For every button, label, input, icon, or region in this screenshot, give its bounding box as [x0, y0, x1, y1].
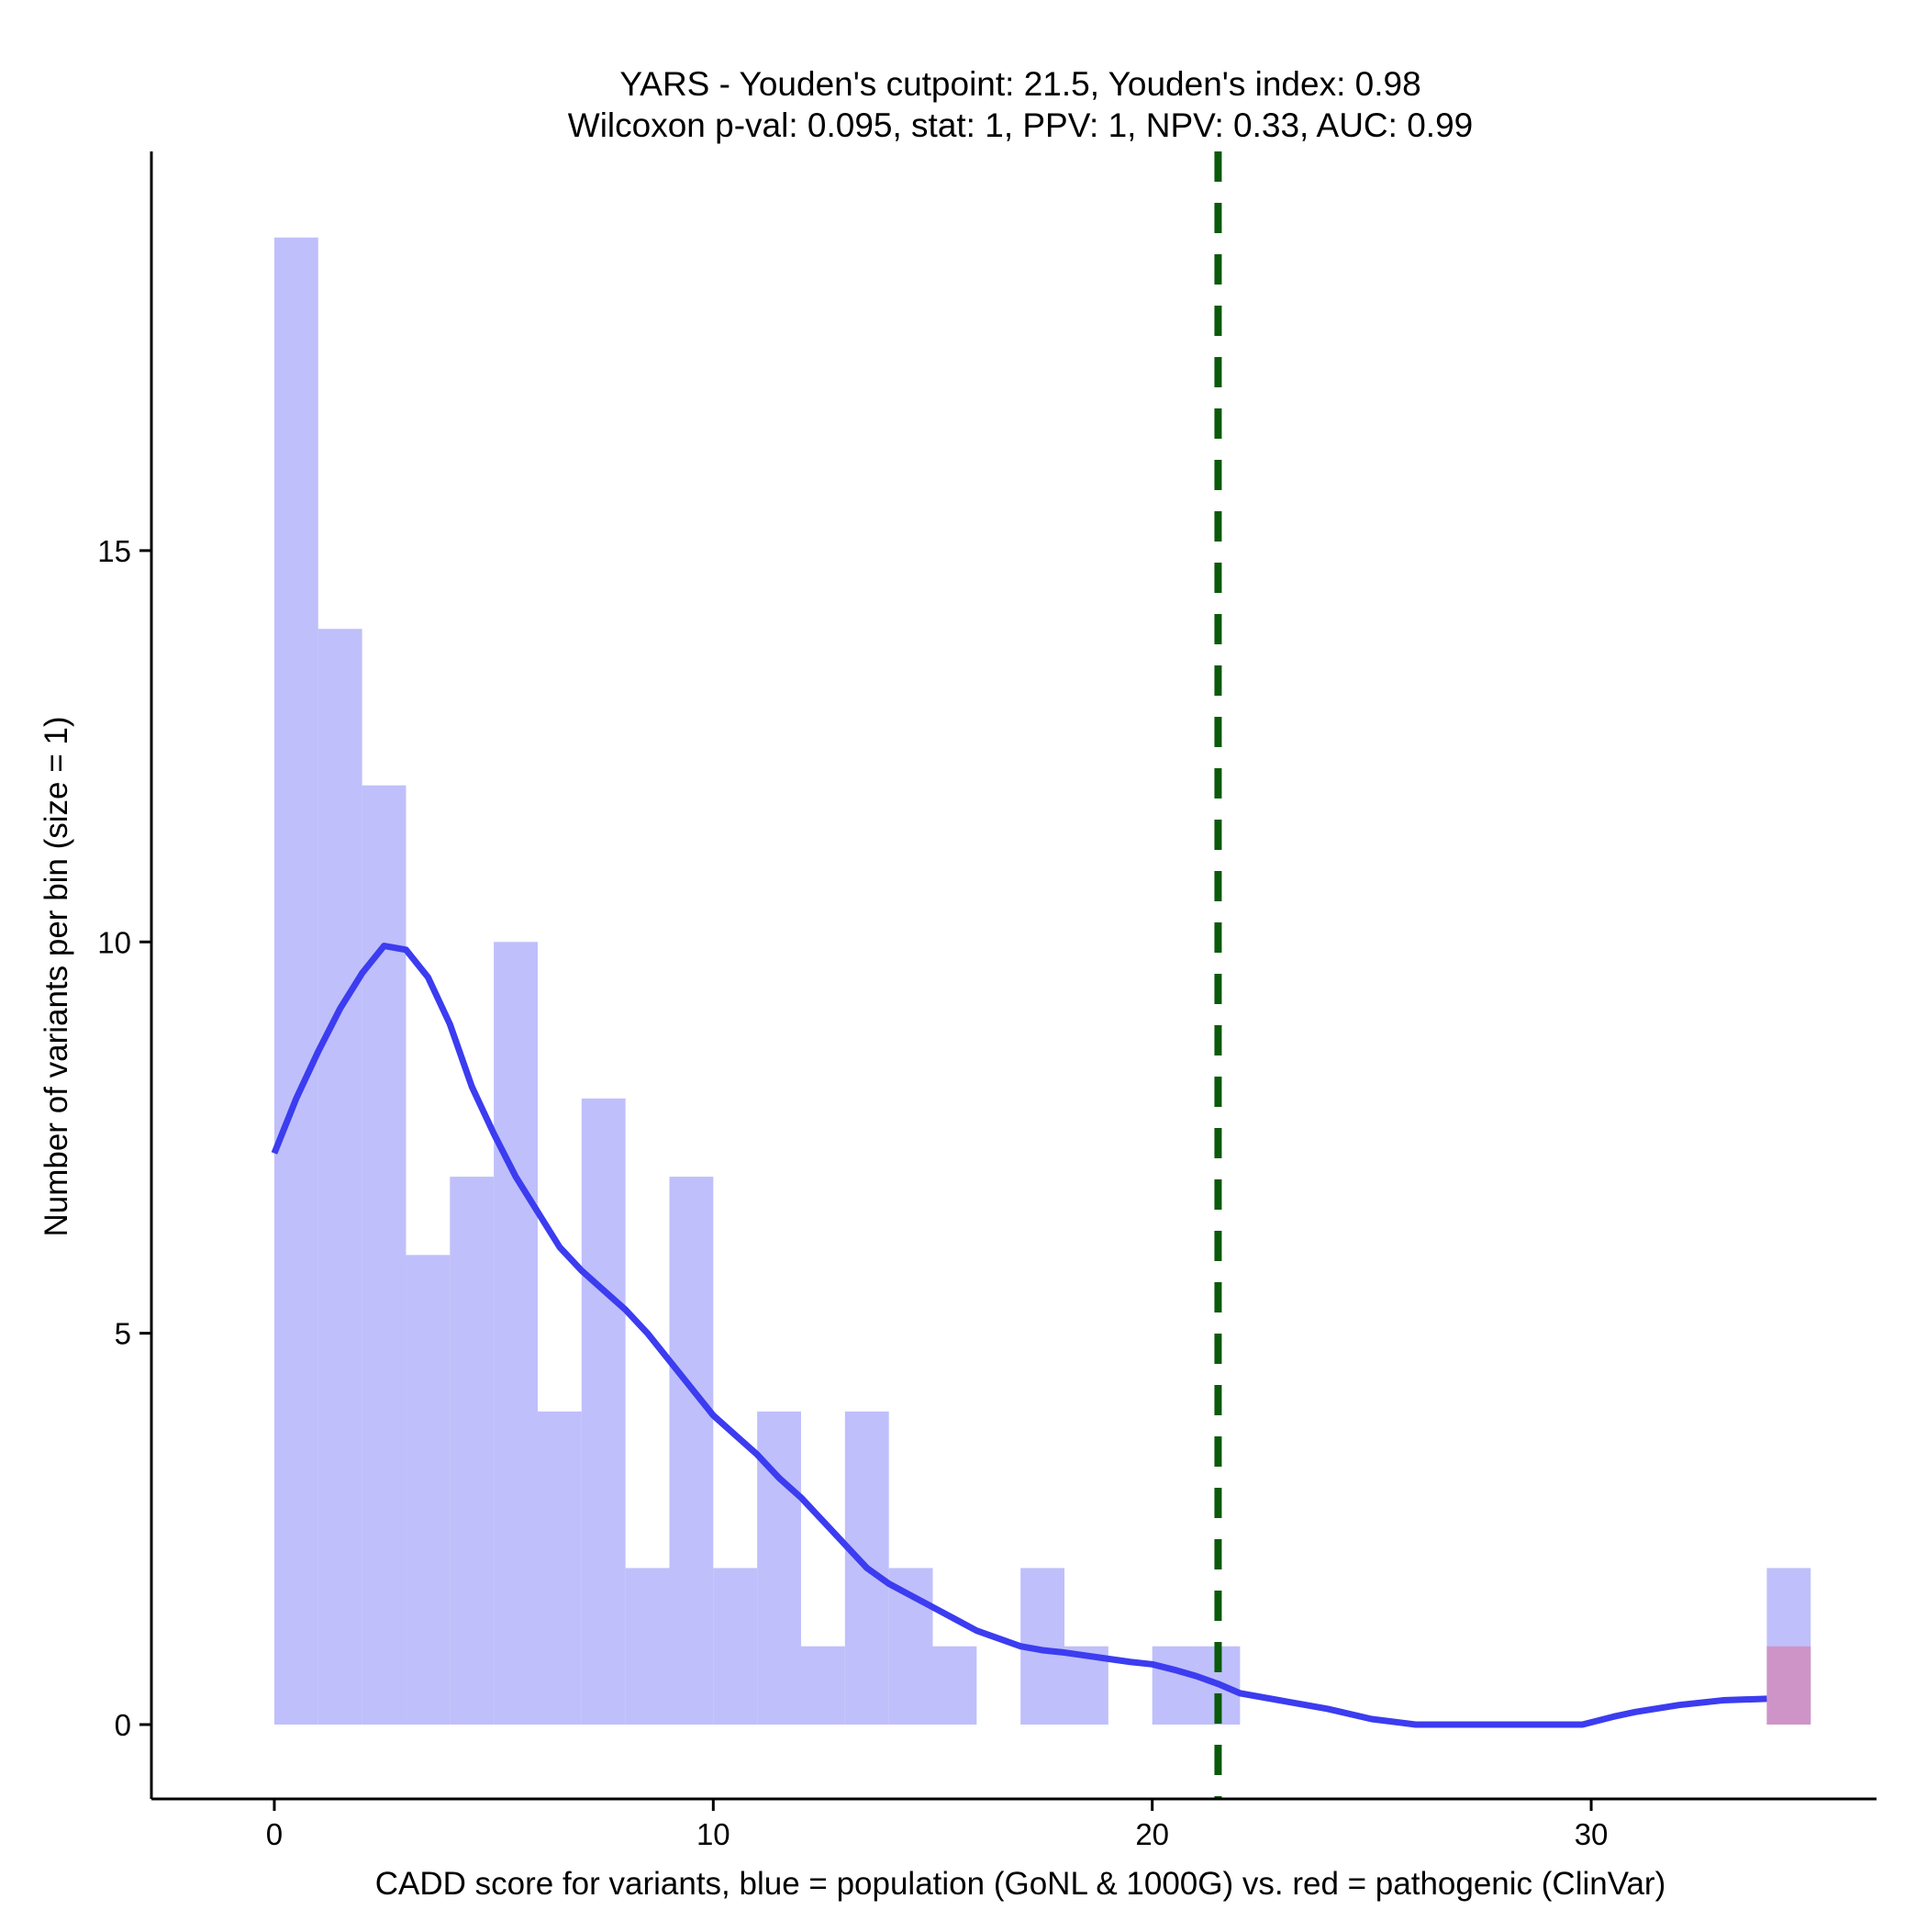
- population-bar: [494, 942, 538, 1725]
- y-tick-label: 10: [97, 925, 131, 959]
- population-bar: [800, 1646, 845, 1725]
- density-layer: [271, 943, 1767, 1728]
- population-bar: [317, 629, 362, 1725]
- y-tick-label: 15: [97, 534, 131, 568]
- population-bar: [713, 1568, 758, 1725]
- bars-layer: [273, 237, 1811, 1725]
- population-bar: [450, 1177, 495, 1725]
- y-tick-label: 0: [115, 1708, 131, 1742]
- ticks-layer: 0 10 20 30 0 5 10 15: [97, 534, 1608, 1851]
- population-bar: [932, 1646, 977, 1725]
- y-axis-label: Number of variants per bin (size = 1): [39, 716, 74, 1236]
- population-bar: [406, 1255, 451, 1725]
- x-axis-label: CADD score for variants, blue = populati…: [375, 1866, 1666, 1902]
- chart-title-line-2: Wilcoxon p-val: 0.095, stat: 1, PPV: 1, …: [568, 106, 1473, 144]
- x-tick-label: 30: [1575, 1817, 1609, 1851]
- x-tick-label: 20: [1135, 1817, 1169, 1851]
- population-bar: [362, 785, 407, 1725]
- chart-title-line-1: YARS - Youden's cutpoint: 21.5, Youden's…: [619, 65, 1420, 103]
- density-curve: [271, 943, 1767, 1728]
- x-tick-label: 10: [696, 1817, 730, 1851]
- x-tick-label: 0: [266, 1817, 283, 1851]
- population-bar: [273, 237, 318, 1725]
- population-bar: [581, 1098, 626, 1725]
- pathogenic-bar: [1766, 1646, 1811, 1725]
- population-bar: [625, 1568, 670, 1725]
- population-bar: [669, 1177, 714, 1725]
- population-bar: [888, 1568, 933, 1725]
- y-tick-label: 5: [115, 1317, 131, 1351]
- population-bar: [1152, 1646, 1197, 1725]
- axes-layer: [150, 151, 1877, 1801]
- population-bar: [537, 1411, 582, 1725]
